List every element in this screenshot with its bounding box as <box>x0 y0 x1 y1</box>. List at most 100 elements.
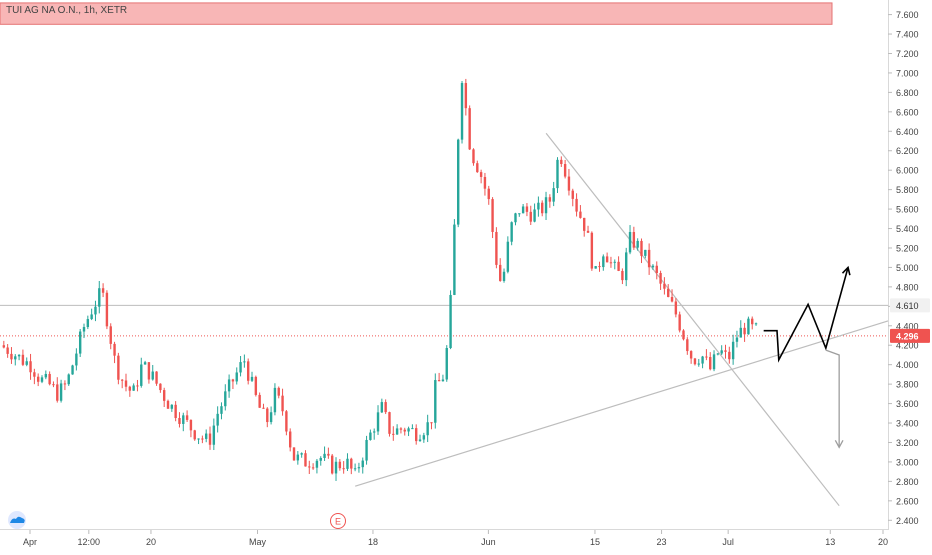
candle-body <box>17 354 21 357</box>
candle-body <box>208 433 212 445</box>
candle-body <box>510 222 513 242</box>
candle-body <box>728 351 731 360</box>
candle-body <box>185 415 189 420</box>
y-tick-label: 7.000 <box>896 68 919 78</box>
candle-body <box>464 83 468 109</box>
support-trendline[interactable] <box>355 320 889 487</box>
candle-body <box>647 249 651 268</box>
price-label-box-level <box>890 298 930 313</box>
candle-body <box>136 385 139 387</box>
candle-body <box>479 172 483 177</box>
candle-body <box>754 323 758 325</box>
bear-projection-path[interactable] <box>825 349 840 448</box>
candle-body <box>625 252 628 281</box>
candle-body <box>254 376 258 395</box>
candle-body <box>147 362 151 380</box>
candle-body <box>537 202 540 210</box>
candle-body <box>602 256 605 268</box>
candle-body <box>281 395 284 412</box>
candle-body <box>231 379 235 382</box>
candle-body <box>544 197 548 214</box>
candle-body <box>651 265 655 268</box>
y-tick-label: 2.400 <box>896 516 919 526</box>
candle-body <box>193 430 196 440</box>
candle-body <box>128 386 132 391</box>
earnings-marker-icon[interactable]: E <box>330 513 346 529</box>
candle-body <box>21 354 25 365</box>
candle-body <box>395 428 399 435</box>
candle-body <box>380 402 384 413</box>
x-tick-label: Apr <box>23 537 37 547</box>
x-tick-label: 13 <box>825 537 835 547</box>
candle-body <box>120 379 124 381</box>
candle-body <box>743 327 746 335</box>
bull-projection-path[interactable] <box>763 267 849 363</box>
candle-body <box>521 206 525 214</box>
candle-body <box>674 301 678 315</box>
candle-body <box>495 231 498 265</box>
y-tick-label: 7.600 <box>896 10 919 20</box>
candle-body <box>212 425 216 445</box>
candle-body <box>334 461 338 474</box>
candle-body <box>124 380 128 387</box>
x-tick-label: 20 <box>878 537 888 547</box>
y-tick-label: 6.600 <box>896 107 919 117</box>
candle-body <box>52 384 55 386</box>
candle-body <box>552 188 555 202</box>
candle-body <box>327 453 330 456</box>
y-tick-label: 7.200 <box>896 49 919 59</box>
resistance-trendline[interactable] <box>545 132 840 507</box>
candle-body <box>178 418 181 424</box>
x-tick-label: May <box>249 537 267 547</box>
candle-body <box>59 383 63 401</box>
candle-body <box>353 468 357 470</box>
y-tick-label: 6.800 <box>896 88 919 98</box>
candle-body <box>36 376 40 382</box>
candle-body <box>621 270 624 281</box>
tradingview-cloud-icon[interactable] <box>8 511 26 529</box>
candle-body <box>350 458 353 469</box>
candle-body <box>605 256 609 263</box>
candle-body <box>403 429 406 432</box>
candle-body <box>518 213 521 215</box>
candle-body <box>453 224 456 295</box>
resistance-zone[interactable] <box>0 2 833 25</box>
candle-body <box>583 217 586 231</box>
candle-body <box>132 385 135 391</box>
candle-body <box>388 412 391 434</box>
candle-body <box>689 351 693 359</box>
candle-body <box>560 159 563 165</box>
candle-body <box>579 211 582 218</box>
candle-body <box>159 383 162 391</box>
candle-body <box>487 188 490 200</box>
candle-body <box>541 202 544 214</box>
candle-body <box>174 404 177 419</box>
candle-body <box>548 197 552 202</box>
candle-body <box>331 455 334 474</box>
candle-body <box>533 209 536 222</box>
y-tick-label: 2.600 <box>896 496 919 506</box>
candle-body <box>594 266 597 269</box>
candle-body <box>415 428 418 442</box>
y-tick-label: 3.800 <box>896 380 919 390</box>
y-tick-label: 3.200 <box>896 438 919 448</box>
candle-body <box>571 190 574 199</box>
price-label-box-last <box>890 328 930 343</box>
candle-body <box>586 230 590 233</box>
candle-body <box>162 390 166 401</box>
y-tick-label: 6.000 <box>896 166 919 176</box>
candle-body <box>201 438 204 440</box>
candle-body <box>67 374 70 385</box>
candle-body <box>292 447 296 461</box>
candle-body <box>613 261 616 263</box>
candle-body <box>82 327 86 332</box>
candle-body <box>747 318 750 335</box>
candle-body <box>751 318 754 325</box>
candle-body <box>33 372 36 377</box>
candle-body <box>342 468 345 470</box>
candle-body <box>365 439 368 461</box>
candle-body <box>590 232 594 269</box>
y-tick-label: 5.800 <box>896 185 919 195</box>
